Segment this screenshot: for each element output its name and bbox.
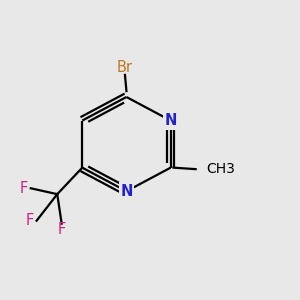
Text: CH3: CH3: [206, 162, 235, 176]
Text: F: F: [25, 213, 33, 228]
Text: F: F: [58, 222, 66, 237]
Text: Br: Br: [117, 60, 133, 75]
Text: F: F: [19, 181, 28, 196]
Text: N: N: [120, 184, 133, 199]
Text: N: N: [164, 113, 177, 128]
